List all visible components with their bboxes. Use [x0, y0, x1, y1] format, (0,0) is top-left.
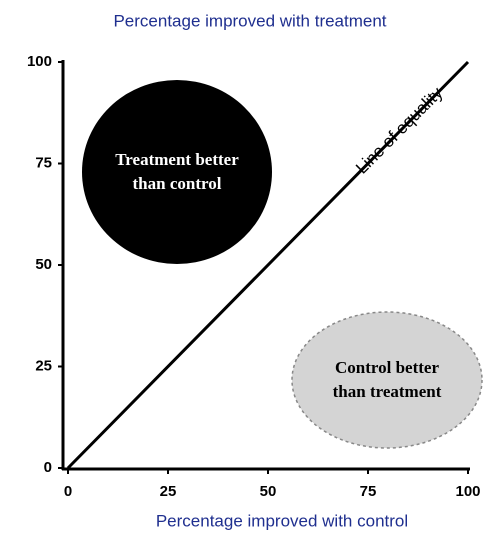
y-tick-label: 25 — [35, 357, 52, 374]
x-tick-label: 0 — [64, 483, 72, 500]
x-tick-label: 100 — [455, 483, 480, 500]
region-label: Control better — [335, 358, 439, 377]
equality-line — [66, 60, 470, 470]
region-label: Treatment better — [115, 150, 239, 169]
region-circle — [82, 80, 272, 264]
line-label: Line of equality — [352, 83, 447, 178]
region-circle — [291, 311, 483, 449]
region-label: than control — [133, 174, 222, 193]
y-tick-label: 100 — [27, 53, 52, 70]
x-tick-label: 25 — [160, 483, 177, 500]
region-label: than treatment — [333, 382, 442, 401]
x-axis-title: Percentage improved with control — [156, 511, 408, 530]
x-tick-label: 75 — [360, 483, 377, 500]
y-tick-label: 0 — [44, 459, 52, 476]
y-tick-label: 50 — [35, 256, 52, 273]
y-tick-label: 75 — [35, 154, 52, 171]
chart-title: Percentage improved with treatment — [113, 11, 386, 30]
x-tick-label: 50 — [260, 483, 277, 500]
